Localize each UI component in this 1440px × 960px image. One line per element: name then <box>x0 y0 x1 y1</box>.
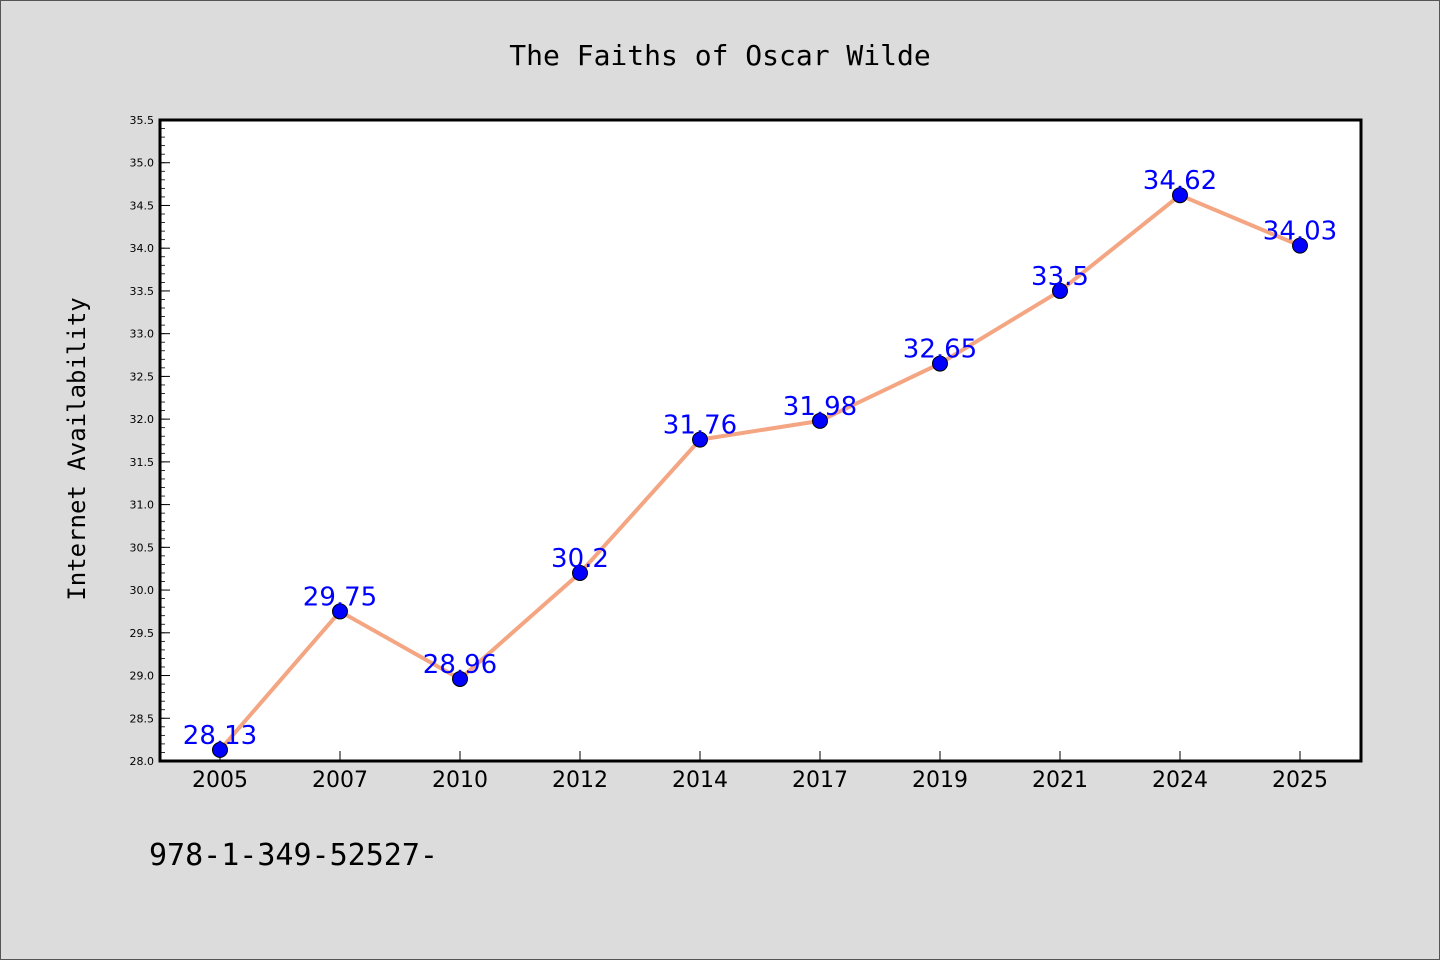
y-tick-label: 29.5 <box>130 627 155 640</box>
series-line <box>218 193 1301 752</box>
data-markers <box>212 187 1308 758</box>
x-tick-label: 2010 <box>432 768 488 793</box>
y-tick-label: 29.0 <box>130 670 155 683</box>
x-tick-label: 2014 <box>672 768 728 793</box>
data-point <box>212 741 228 758</box>
series-line-layer <box>218 193 1301 752</box>
data-label: 32.65 <box>903 335 977 365</box>
data-point <box>1052 282 1068 299</box>
data-point <box>1292 237 1308 254</box>
x-tick-label: 2024 <box>1152 768 1208 793</box>
y-tick-label: 33.5 <box>130 285 155 298</box>
plot-area <box>158 118 1363 763</box>
y-tick-label: 28.0 <box>130 755 155 768</box>
x-tick-label: 2025 <box>1272 768 1328 793</box>
y-tick-label: 31.5 <box>130 456 155 469</box>
x-tick-label: 2017 <box>792 768 848 793</box>
data-label: 31.98 <box>783 392 857 422</box>
data-point <box>692 431 708 448</box>
y-tick-label: 30.5 <box>130 541 155 554</box>
x-tick-label: 2012 <box>552 768 608 793</box>
x-tick-label: 2019 <box>912 768 968 793</box>
data-point <box>572 564 588 581</box>
x-tick-label: 2021 <box>1032 768 1088 793</box>
y-tick-label: 30.0 <box>130 584 155 597</box>
footer-isbn: 978-1-349-52527- <box>149 838 438 873</box>
data-labels: 28.13 29.75 28.96 30.2 31.76 31.98 32.65 33.5 34… <box>183 166 1337 751</box>
y-tick-label: 35.5 <box>130 114 155 127</box>
x-tick-label: 2007 <box>312 768 368 793</box>
data-label: 34.03 <box>1263 217 1337 247</box>
y-tick-label: 34.0 <box>130 242 155 255</box>
chart-title: The Faiths of Oscar Wilde <box>509 39 930 72</box>
data-label: 33.5 <box>1031 262 1089 292</box>
data-point <box>452 670 468 687</box>
data-label: 28.96 <box>423 650 497 680</box>
x-tick-label: 2005 <box>192 768 248 793</box>
data-label: 30.2 <box>551 544 609 574</box>
data-label: 31.76 <box>663 411 737 441</box>
y-tick-label: 33.0 <box>130 328 155 341</box>
y-tick-label: 32.5 <box>130 370 155 383</box>
y-tick-label: 35.0 <box>130 157 155 170</box>
axis-ticks: 28.0 28.5 29.0 29.5 30.0 30.5 31.0 31.5 32.0 32.5… <box>130 114 1329 793</box>
data-label: 34.62 <box>1143 166 1217 196</box>
data-label: 29.75 <box>303 582 377 612</box>
data-point <box>1172 187 1188 204</box>
data-point <box>332 603 348 620</box>
y-tick-label: 34.5 <box>130 199 155 212</box>
data-point <box>812 412 828 429</box>
y-axis-label: Internet Availability <box>63 297 91 600</box>
y-tick-label: 32.0 <box>130 413 155 426</box>
data-point <box>932 355 948 372</box>
y-tick-label: 31.0 <box>130 499 155 512</box>
y-tick-label: 28.5 <box>130 712 155 725</box>
data-label: 28.13 <box>183 721 257 751</box>
